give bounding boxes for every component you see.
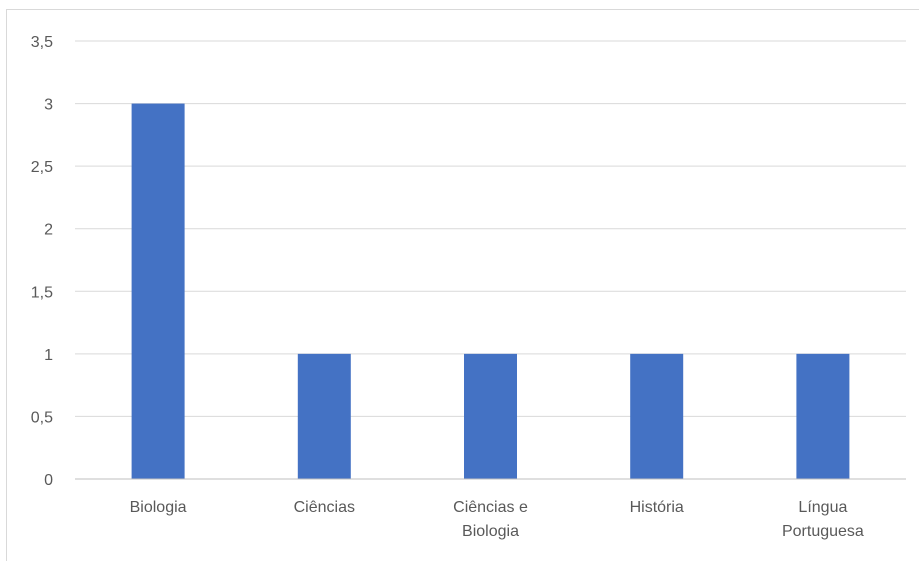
bar [131, 103, 185, 480]
y-tick-label: 3,5 [31, 34, 53, 51]
y-tick-label: 2 [44, 222, 53, 239]
x-tick-label: Biologia [130, 499, 187, 516]
y-axis-tick-labels: 0 0,5 1 1,5 2 2,5 3 3,5 [31, 34, 53, 489]
x-axis-tick-labels: Biologia Ciências Ciências e Biologia Histór… [130, 499, 864, 540]
y-tick-label: 3 [44, 97, 53, 114]
y-tick-label: 1 [44, 347, 53, 364]
bar [297, 353, 351, 479]
y-tick-label: 0 [44, 472, 53, 489]
bar [464, 353, 517, 479]
bars [131, 103, 850, 480]
x-tick-label: Língua [798, 499, 847, 516]
y-tick-label: 0,5 [31, 409, 53, 426]
x-tick-label: Portuguesa [782, 523, 864, 540]
x-tick-label: Biologia [462, 523, 519, 540]
x-tick-label: História [630, 499, 684, 516]
x-tick-label: Ciências [294, 499, 355, 516]
bar [630, 353, 684, 479]
chart-frame [6, 9, 919, 561]
y-tick-label: 1,5 [31, 284, 53, 301]
y-tick-label: 2,5 [31, 159, 53, 176]
x-tick-label: Ciências e [453, 499, 528, 516]
bar [796, 353, 850, 479]
